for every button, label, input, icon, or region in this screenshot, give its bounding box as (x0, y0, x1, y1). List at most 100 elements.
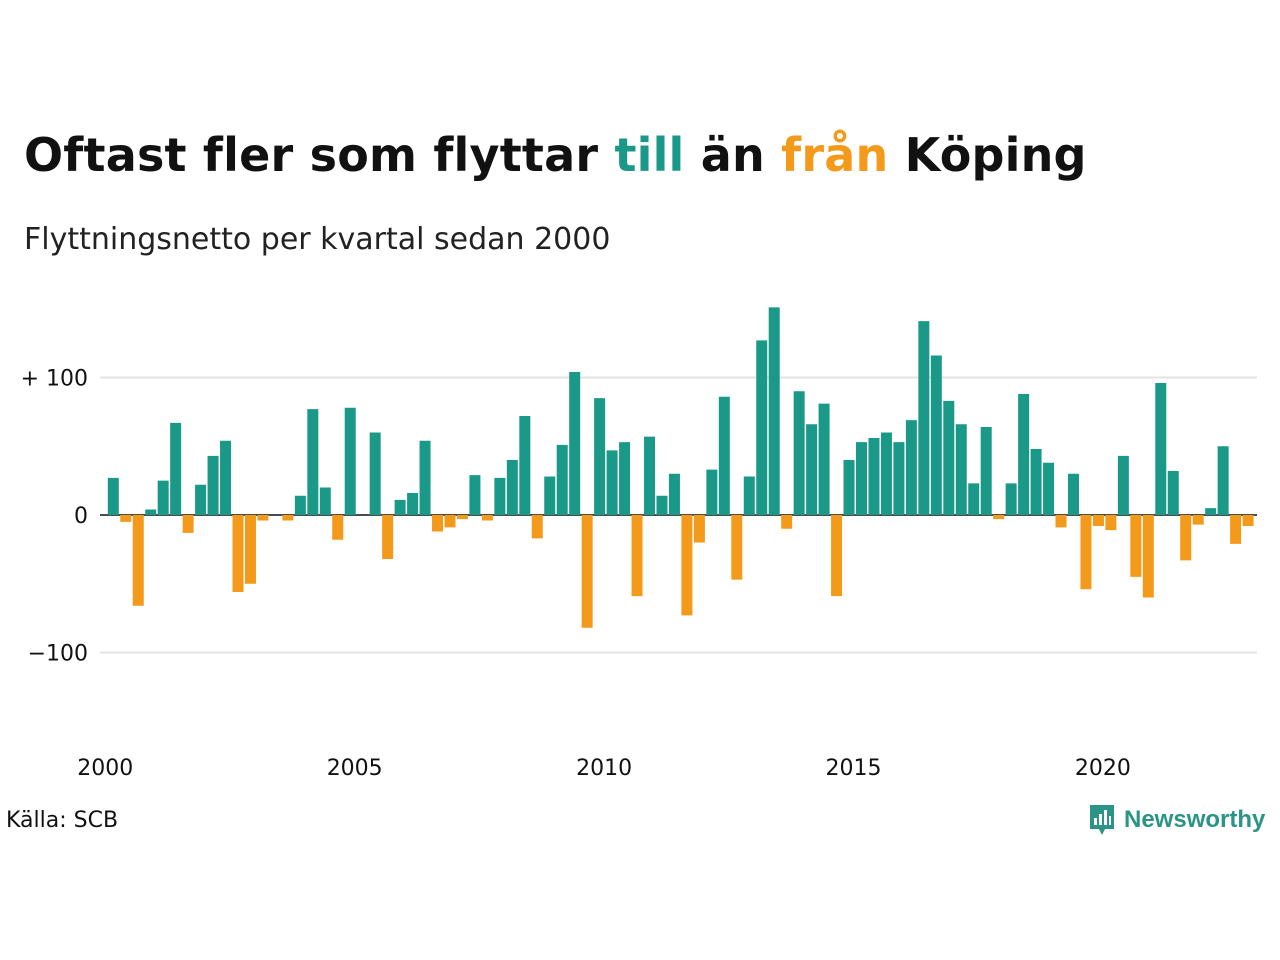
bar-positive (344, 407, 356, 515)
bar-positive (619, 442, 631, 516)
title-part1: Oftast fler som flyttar (24, 128, 615, 182)
chart-subtitle: Flyttningsnetto per kvartal sedan 2000 (24, 222, 611, 257)
bar-positive (644, 436, 656, 516)
bar-negative (244, 515, 256, 584)
bar-positive (556, 444, 568, 516)
chart-title: Oftast fler som flyttar till än från Köp… (24, 128, 1087, 182)
x-tick-label: 2000 (77, 756, 133, 781)
bar-positive (756, 340, 768, 516)
bar-positive (207, 455, 219, 516)
bar-negative (432, 515, 444, 532)
bar-positive (955, 424, 967, 515)
bar-positive (968, 483, 980, 516)
x-axis-ticks: 2000 2005 2010 2015 2020 (77, 756, 1131, 781)
x-tick-label: 2015 (826, 756, 882, 781)
brand-logo[interactable]: Newsworthy (1088, 803, 1265, 837)
bar-positive (980, 427, 992, 515)
bar-negative (444, 515, 456, 528)
bar-positive (157, 480, 169, 516)
bar-negative (481, 515, 493, 521)
bar-negative (1180, 515, 1192, 561)
bar-negative (382, 515, 394, 559)
bar-chart-speech-bubble-icon (1090, 805, 1114, 835)
bar-positive (843, 460, 855, 515)
bar-negative (831, 515, 843, 597)
y-tick-label: −100 (28, 642, 88, 667)
bar-negative (1242, 515, 1254, 526)
bar-positive (868, 438, 880, 515)
bar-positive (606, 450, 618, 516)
bar-positive (594, 398, 606, 516)
bar-positive (943, 400, 955, 516)
title-highlight-till: till (614, 128, 685, 182)
bar-negative (257, 515, 269, 521)
bar-positive (1117, 455, 1129, 516)
bar-negative (282, 515, 294, 521)
bar-negative (781, 515, 793, 529)
x-tick-label: 2005 (327, 756, 383, 781)
bar-negative (232, 515, 244, 592)
bar-positive (880, 432, 892, 515)
bar-negative (631, 515, 643, 597)
bar-positive (856, 442, 867, 516)
bar-negative (581, 515, 593, 628)
bar-positive (706, 469, 718, 516)
bar-positive (1167, 471, 1179, 515)
title-part2: än (684, 128, 782, 182)
bar-positive (407, 493, 419, 515)
bar-positive (1005, 483, 1017, 516)
bar-positive (1030, 449, 1042, 515)
title-highlight-fran: från (781, 128, 889, 182)
bar-chart: + 100 0 −100 2000 2005 2010 2015 2020 (21, 307, 1257, 781)
bar-positive (419, 440, 431, 515)
y-tick-label: + 100 (21, 367, 88, 392)
bar-positive (170, 422, 182, 516)
bar-positive (569, 372, 581, 515)
bar-positive (905, 420, 917, 516)
bar-positive (195, 484, 207, 515)
bar-negative (1192, 515, 1204, 525)
bar-positive (369, 432, 381, 515)
bar-positive (319, 487, 331, 515)
bar-positive (930, 355, 942, 515)
bar-negative (132, 515, 144, 606)
bar-positive (818, 403, 830, 516)
bar-positive (1155, 383, 1167, 515)
bar-negative (332, 515, 344, 540)
bar-positive (793, 391, 805, 515)
bar-positive (294, 495, 306, 515)
bar-positive (918, 321, 930, 516)
bar-positive (506, 460, 518, 515)
bar-negative (731, 515, 743, 580)
bar-positive (544, 476, 556, 515)
bar-positive (656, 495, 668, 515)
bar-negative (120, 515, 132, 522)
bar-positive (893, 442, 905, 516)
bar-negative (1092, 515, 1104, 526)
bar-negative (1230, 515, 1242, 544)
bar-negative (1080, 515, 1092, 590)
bar-negative (1105, 515, 1117, 531)
bar-positive (718, 396, 730, 515)
bar-positive (1217, 446, 1229, 515)
y-tick-label: 0 (74, 504, 88, 529)
bar-positive (145, 509, 157, 515)
bar-negative (531, 515, 543, 539)
bar-positive (668, 473, 680, 515)
bar-positive (1205, 508, 1217, 516)
x-tick-label: 2010 (576, 756, 632, 781)
bar-positive (519, 416, 531, 515)
x-tick-label: 2020 (1075, 756, 1131, 781)
bar-negative (456, 515, 468, 520)
bars (107, 307, 1254, 628)
bar-positive (494, 477, 506, 516)
bar-negative (993, 515, 1005, 520)
bar-negative (681, 515, 693, 616)
brand-name: Newsworthy (1124, 806, 1266, 833)
bar-positive (107, 477, 119, 516)
bar-positive (394, 499, 406, 516)
title-part3: Köping (888, 128, 1087, 182)
bar-positive (1043, 462, 1055, 515)
bar-positive (743, 476, 755, 515)
bar-positive (806, 424, 818, 515)
